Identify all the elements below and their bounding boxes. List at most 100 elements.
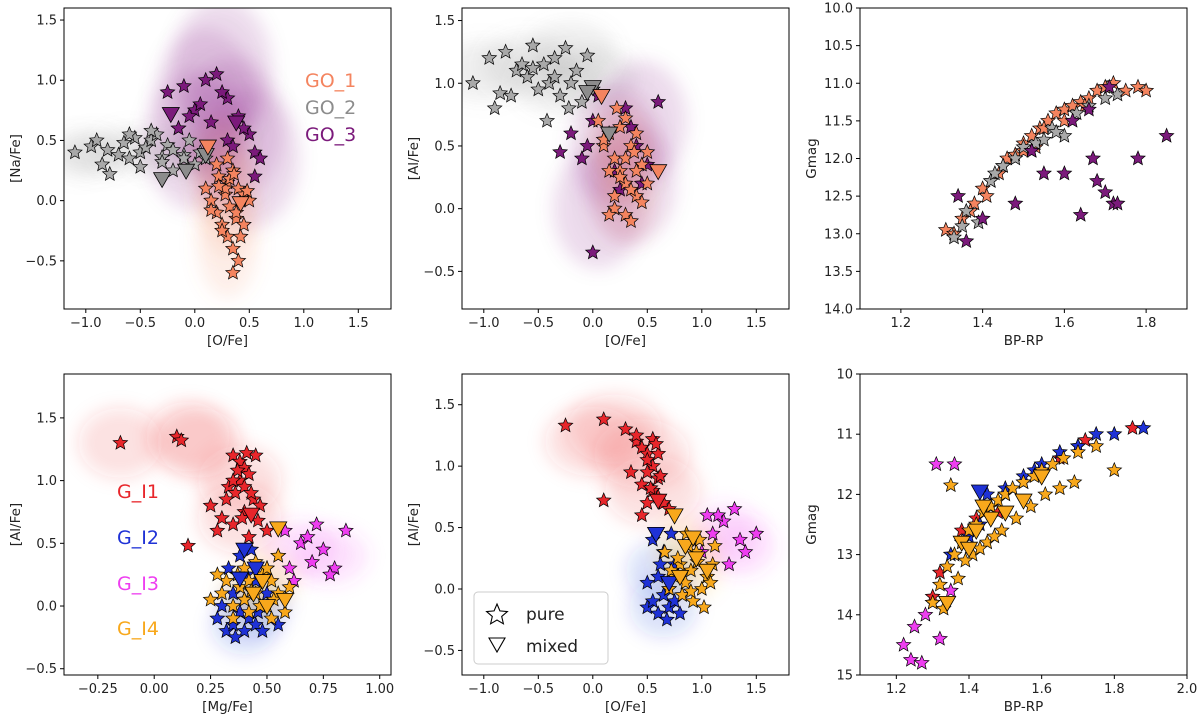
pure-marker — [197, 180, 214, 196]
x-tick-label: 0.50 — [252, 682, 281, 697]
pure-marker — [1015, 474, 1032, 490]
pure-marker — [560, 99, 577, 116]
y-tick-label: −0.5 — [25, 662, 57, 677]
pure-marker — [1008, 510, 1025, 526]
pure-marker — [663, 525, 680, 541]
panel-p5: −1.0 −0.5 0.0 0.5 1.0 1.5 −0.5 0.0 0.5 1.0 1.5 [O/F… — [406, 373, 790, 715]
mixed-marker — [269, 521, 288, 538]
y-axis-label: Gmag — [804, 138, 820, 178]
x-tick-label: 1.0 — [293, 316, 314, 331]
pure-marker — [633, 506, 650, 523]
pure-marker — [702, 574, 719, 590]
x-tick-label: 1.0 — [691, 682, 712, 697]
pure-marker — [229, 462, 246, 478]
mixed-marker — [967, 523, 986, 540]
mixed-marker — [659, 576, 679, 593]
x-tick-label: 1.8 — [1104, 682, 1125, 697]
pure-marker — [217, 186, 234, 202]
legend-gi1: G_I1 — [117, 481, 159, 503]
pure-marker — [1080, 101, 1097, 117]
pure-marker — [1072, 206, 1089, 222]
y-tick-label: 0.0 — [434, 202, 455, 217]
pure-marker — [1044, 455, 1061, 472]
pure-marker — [214, 83, 231, 100]
pure-marker — [601, 162, 618, 178]
pure-marker — [170, 119, 187, 136]
pure-marker — [304, 553, 321, 569]
x-tick-label: 0.5 — [239, 316, 260, 331]
pure-marker — [524, 59, 541, 76]
mixed-marker — [599, 126, 619, 143]
y-tick-label: 12.5 — [824, 190, 853, 205]
pure-marker — [608, 99, 625, 116]
plot-frame — [461, 373, 790, 676]
pure-marker — [519, 68, 536, 84]
legend-gi3: G_I3 — [117, 573, 159, 595]
pure-marker — [225, 616, 242, 632]
pure-marker — [230, 252, 247, 268]
pure-marker — [1070, 443, 1086, 460]
pure-marker — [939, 558, 956, 574]
pure-marker — [246, 168, 263, 184]
pure-marker — [601, 206, 618, 222]
legend-gi2: G_I2 — [117, 527, 159, 549]
pure-marker — [552, 87, 569, 103]
y-tick-label: 11.0 — [824, 77, 853, 92]
pure-marker — [957, 552, 974, 568]
pure-marker — [281, 578, 298, 595]
x-tick-label: 1.5 — [746, 682, 767, 697]
pure-marker — [115, 134, 132, 150]
pure-marker — [530, 81, 547, 97]
y-tick-label: 1.5 — [36, 14, 57, 29]
marker-legend: pure mixed — [473, 591, 609, 665]
pure-marker — [224, 138, 241, 154]
x-tick-label: 1.5 — [348, 316, 369, 331]
pure-marker — [239, 182, 256, 198]
pure-marker — [986, 528, 1003, 544]
pure-marker — [208, 156, 225, 172]
points-p1 — [66, 65, 269, 280]
pure-marker — [617, 110, 634, 126]
y-tick-label: 13 — [836, 548, 853, 563]
mixed-marker — [246, 561, 265, 578]
plot-frame — [63, 7, 392, 310]
pure-marker — [652, 467, 669, 483]
pure-marker — [639, 494, 656, 510]
pure-marker — [595, 137, 612, 153]
pure-marker — [579, 137, 596, 153]
pure-marker — [337, 522, 354, 538]
pure-marker — [595, 411, 612, 427]
mixed-marker — [676, 539, 695, 556]
pure-marker — [503, 87, 520, 103]
points-p6 — [895, 419, 1152, 670]
pure-marker — [695, 598, 712, 615]
x-tick-label: 0.75 — [309, 682, 338, 697]
y-tick-label: 10.5 — [824, 39, 853, 54]
pure-marker — [254, 622, 271, 638]
mixed-marker — [244, 586, 263, 603]
pure-marker — [672, 605, 688, 621]
legend-gi4: G_I4 — [117, 618, 159, 640]
pure-marker — [590, 112, 607, 128]
pure-marker — [110, 146, 127, 162]
pure-marker — [639, 451, 656, 467]
y-tick-label: 1.5 — [434, 398, 455, 413]
mixed-marker — [1032, 469, 1051, 486]
y-tick-label: 12.0 — [824, 152, 853, 167]
mixed-marker — [646, 526, 666, 544]
pure-marker — [950, 570, 967, 586]
mixed-marker — [996, 505, 1015, 522]
pure-marker — [557, 39, 574, 55]
pure-marker — [243, 484, 260, 500]
x-axis-label: [Mg/Fe] — [202, 699, 253, 715]
y-axis-label: [Al/Fe] — [8, 503, 24, 546]
x-tick-label: 1.6 — [1054, 316, 1075, 331]
pure-marker — [315, 541, 332, 557]
pure-marker — [539, 112, 556, 128]
mixed-marker — [231, 196, 250, 213]
y-tick-label: 11 — [836, 428, 853, 443]
y-axis-label: [Na/Fe] — [8, 134, 24, 183]
pure-marker — [946, 546, 963, 562]
pure-marker — [568, 62, 585, 78]
pure-marker — [1088, 437, 1105, 454]
